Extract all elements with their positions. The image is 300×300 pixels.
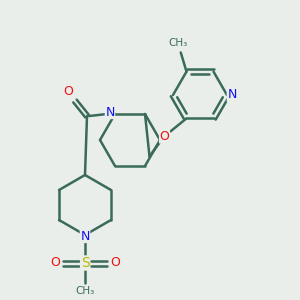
- Text: N: N: [105, 106, 115, 118]
- Text: N: N: [227, 88, 237, 101]
- Text: CH₃: CH₃: [168, 38, 188, 48]
- Text: S: S: [81, 256, 89, 270]
- Text: O: O: [50, 256, 60, 269]
- Text: O: O: [63, 85, 73, 98]
- Text: CH₃: CH₃: [75, 286, 94, 296]
- Text: O: O: [160, 130, 170, 143]
- Text: O: O: [110, 256, 120, 269]
- Text: N: N: [80, 230, 90, 242]
